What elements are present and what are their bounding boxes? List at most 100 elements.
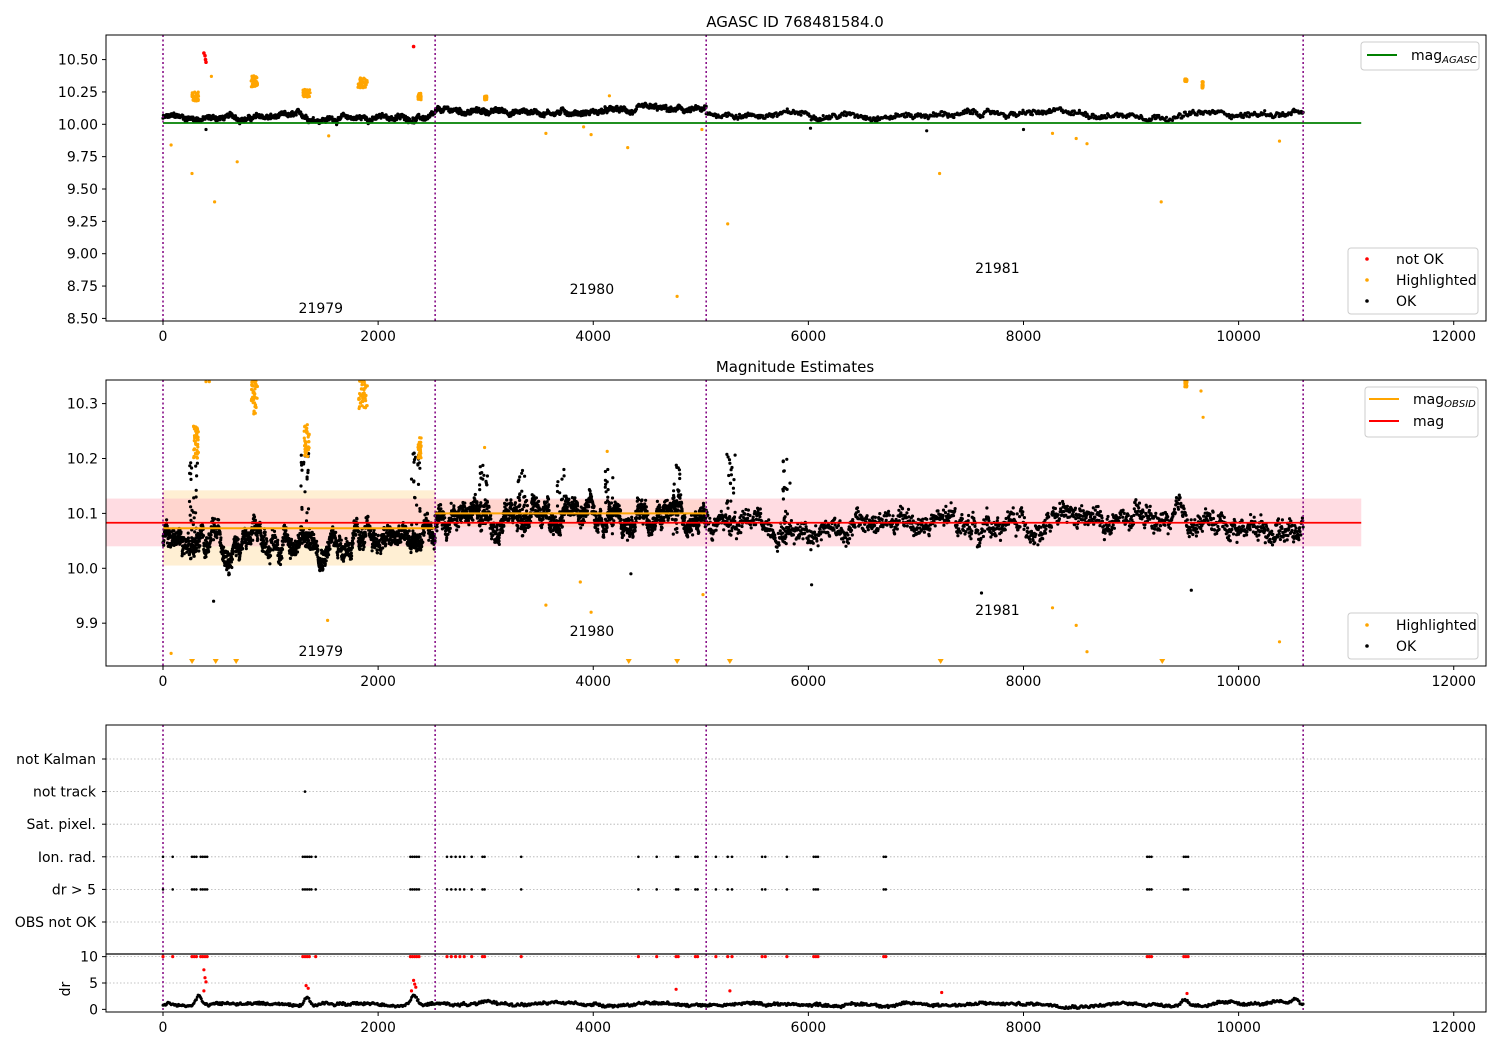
ok-point [289,537,294,542]
ok-point [1245,114,1249,118]
ok-point [724,111,728,115]
ok-point [186,536,190,540]
ok-point [422,530,426,535]
ok-point [365,518,369,523]
ok-point [475,500,479,505]
highlighted-point [1085,142,1089,146]
ok-point [971,112,975,116]
ok-point [315,553,319,557]
highlighted-point [360,78,364,82]
ok-point [1152,113,1157,117]
ok-point [209,533,213,537]
highlighted-point [169,143,173,147]
highlighted-point [255,76,259,80]
ok-point [505,498,509,502]
ok-point [350,545,354,550]
y-tick-label: 9.50 [67,182,98,198]
ok-point [282,523,287,527]
ok-point [307,538,311,543]
ok-point [355,517,359,521]
highlighted-point [1183,77,1187,82]
ok-point [249,542,253,546]
highlighted-point [938,171,942,176]
ok-point [925,129,929,133]
ok-point [497,542,501,547]
ok-point [487,505,491,509]
ok-point [192,554,196,558]
ok-point [763,116,767,120]
highlighted-point [1277,139,1282,143]
ok-point [244,547,248,551]
ok-point [253,518,257,522]
ok-point [240,546,245,551]
ok-point [324,559,328,563]
highlighted-point [419,96,423,100]
ok-point [525,509,529,513]
ok-point [1229,117,1233,121]
ok-point [409,550,413,555]
not-ok-point [411,44,416,49]
ok-point [186,531,190,535]
ok-point [995,110,1000,114]
highlighted-point [251,81,255,85]
ok-point [263,530,267,534]
ok-point [838,115,842,119]
highlighted-point [1074,136,1078,141]
x-tick-label: 6000 [791,329,827,345]
ok-point [341,559,346,563]
ok-point [370,119,374,123]
ok-point [537,499,541,503]
ok-point [288,556,292,561]
ok-point [294,113,298,117]
ok-point [901,112,906,116]
ok-point [419,548,423,552]
ok-point [264,542,268,546]
ok-point [172,111,176,115]
ok-point [950,113,954,117]
ok-point [495,528,499,532]
ok-point [587,505,591,509]
ok-point [274,535,278,540]
y-tick-label: 9.25 [67,214,98,230]
ok-point [634,107,639,111]
x-tick-label: 12000 [1431,329,1476,345]
ok-point [1183,110,1187,114]
y-tick-label: 8.75 [67,279,98,295]
x-tick-label: 8000 [1006,329,1042,345]
ok-point [339,538,343,542]
ok-point [312,532,316,537]
legend-label: Highlighted [1396,273,1477,289]
ok-point [327,553,331,557]
ok-point [422,533,426,537]
ok-point [370,549,374,553]
legend-upper [1360,41,1480,71]
ok-point [217,518,221,522]
ok-point [1069,113,1073,117]
ok-point [265,539,269,543]
ok-point [785,107,789,111]
ok-point [236,117,240,121]
ok-point [236,537,240,541]
highlighted-point [1200,80,1204,84]
ok-point [252,515,257,519]
ok-point [378,543,382,547]
ok-point [1247,115,1251,119]
ok-point [187,539,191,543]
highlighted-point [255,82,259,86]
ok-point [264,545,268,549]
ok-point [1182,114,1186,118]
highlighted-point [303,94,307,98]
ok-point [208,545,212,549]
ok-point [222,545,226,549]
ok-point [600,518,604,522]
ok-point [553,515,558,519]
ok-point [421,540,425,544]
ok-point [315,544,320,548]
ok-point [375,537,379,541]
ok-point [316,548,320,552]
ok-point [525,504,530,508]
legend-dot-swatch [1365,278,1369,282]
ok-point [445,536,449,540]
y-tick-label: 10.25 [58,85,98,101]
